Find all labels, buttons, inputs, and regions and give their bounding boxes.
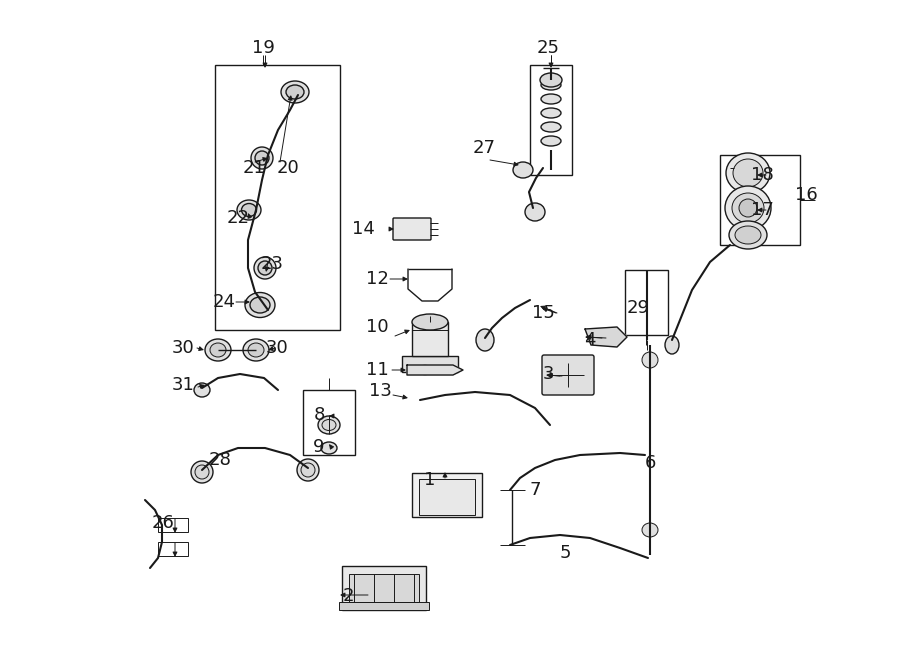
Polygon shape	[585, 327, 627, 347]
Ellipse shape	[420, 365, 430, 375]
Ellipse shape	[254, 257, 276, 279]
Ellipse shape	[237, 200, 261, 220]
Ellipse shape	[321, 442, 337, 454]
Text: 4: 4	[584, 331, 596, 349]
Ellipse shape	[725, 186, 771, 230]
Ellipse shape	[665, 336, 679, 354]
Text: 2: 2	[342, 587, 354, 605]
Text: 29: 29	[626, 299, 650, 317]
Text: 6: 6	[644, 454, 656, 472]
Text: 8: 8	[313, 406, 325, 424]
Text: 26: 26	[151, 514, 175, 532]
Text: 27: 27	[472, 139, 496, 157]
Text: 21: 21	[243, 159, 266, 177]
Ellipse shape	[205, 339, 231, 361]
Text: 1: 1	[424, 471, 436, 489]
Text: 20: 20	[276, 159, 300, 177]
Ellipse shape	[194, 383, 210, 397]
Bar	[720, 155, 800, 245]
Text: 14: 14	[352, 220, 374, 238]
Ellipse shape	[243, 339, 269, 361]
Ellipse shape	[286, 85, 304, 99]
Ellipse shape	[258, 261, 272, 275]
Ellipse shape	[735, 226, 761, 244]
Bar	[530, 65, 572, 175]
Ellipse shape	[195, 465, 209, 479]
Text: 31: 31	[172, 376, 194, 394]
FancyBboxPatch shape	[393, 218, 431, 240]
Bar	[412, 322, 448, 356]
Text: 18: 18	[751, 166, 773, 184]
Text: 5: 5	[559, 544, 571, 562]
Text: 15: 15	[532, 304, 554, 322]
Ellipse shape	[513, 162, 533, 178]
Text: 10: 10	[365, 318, 388, 336]
Bar	[412, 473, 482, 517]
Ellipse shape	[241, 204, 256, 217]
Polygon shape	[407, 365, 463, 375]
Text: 3: 3	[542, 365, 554, 383]
Ellipse shape	[476, 329, 494, 351]
Ellipse shape	[541, 94, 561, 104]
Ellipse shape	[318, 416, 340, 434]
Ellipse shape	[191, 461, 213, 483]
Ellipse shape	[642, 523, 658, 537]
Ellipse shape	[525, 203, 545, 221]
Ellipse shape	[541, 122, 561, 132]
Bar	[215, 65, 340, 330]
Ellipse shape	[642, 352, 658, 368]
FancyBboxPatch shape	[542, 355, 594, 395]
Ellipse shape	[250, 297, 270, 313]
Ellipse shape	[412, 314, 448, 330]
Text: 7: 7	[529, 481, 541, 499]
Bar	[158, 542, 188, 556]
Bar	[349, 574, 419, 602]
Text: 25: 25	[536, 39, 560, 57]
Ellipse shape	[732, 193, 764, 223]
Ellipse shape	[739, 199, 757, 217]
Ellipse shape	[540, 73, 562, 87]
Text: 28: 28	[209, 451, 231, 469]
Text: 13: 13	[369, 382, 392, 400]
Ellipse shape	[297, 459, 319, 481]
Text: 24: 24	[212, 293, 236, 311]
Bar	[342, 566, 426, 610]
Bar	[625, 270, 668, 335]
Text: 22: 22	[227, 209, 249, 227]
Ellipse shape	[729, 221, 767, 249]
Text: 17: 17	[751, 201, 773, 219]
Ellipse shape	[541, 108, 561, 118]
Text: 19: 19	[252, 39, 274, 57]
Bar	[303, 390, 355, 455]
Ellipse shape	[245, 293, 275, 317]
Text: 30: 30	[172, 339, 194, 357]
Text: 12: 12	[365, 270, 389, 288]
Text: 11: 11	[365, 361, 389, 379]
Bar	[339, 602, 429, 610]
Text: 9: 9	[313, 438, 325, 456]
Ellipse shape	[248, 343, 264, 357]
Ellipse shape	[251, 147, 273, 169]
Ellipse shape	[301, 463, 315, 477]
Bar	[158, 518, 188, 532]
Ellipse shape	[255, 151, 269, 165]
Bar	[402, 356, 458, 372]
Ellipse shape	[541, 80, 561, 90]
Text: 30: 30	[266, 339, 288, 357]
Ellipse shape	[322, 420, 336, 430]
Ellipse shape	[726, 153, 770, 193]
Bar	[419, 479, 475, 515]
Ellipse shape	[281, 81, 309, 103]
Text: 23: 23	[260, 255, 284, 273]
Text: 16: 16	[795, 186, 817, 204]
Ellipse shape	[541, 136, 561, 146]
Ellipse shape	[210, 343, 226, 357]
Ellipse shape	[733, 159, 763, 187]
